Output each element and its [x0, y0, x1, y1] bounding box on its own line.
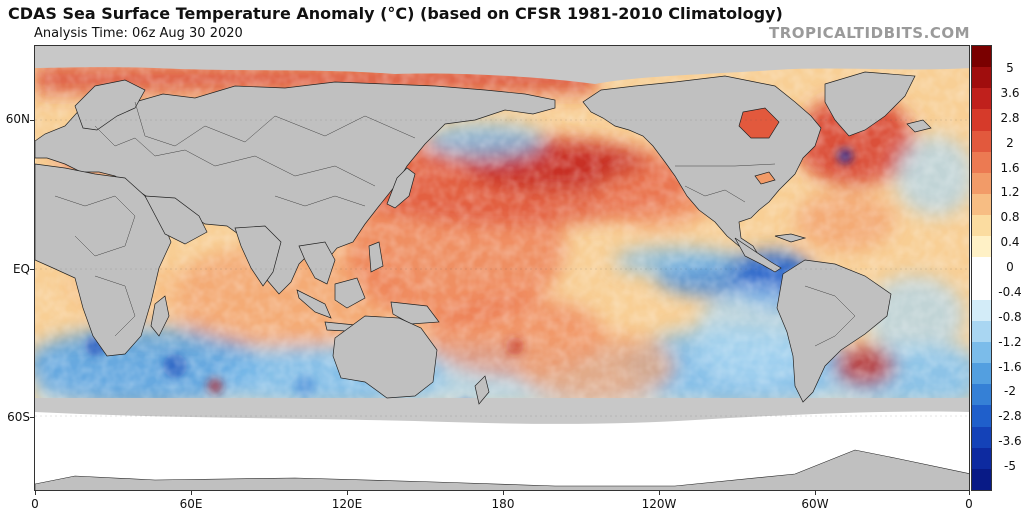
x-tick-60w [815, 491, 816, 495]
colorbar-label: -0.4 [998, 284, 1022, 299]
colorbar-label: 0 [1006, 260, 1014, 274]
iceland [906, 119, 932, 133]
colorbar-segment [972, 257, 991, 279]
y-tick-60n [30, 120, 34, 121]
colorbar-segment [972, 320, 991, 342]
y-label-60n: 60N [5, 112, 30, 126]
caribbean [774, 233, 807, 243]
colorbar-segment [972, 215, 991, 237]
hudson-bay [738, 107, 780, 139]
site-watermark: TROPICALTIDBITS.COM [769, 24, 970, 42]
sst-anomaly-map [34, 45, 970, 491]
analysis-time: Analysis Time: 06z Aug 30 2020 [34, 26, 243, 41]
australia [332, 315, 438, 399]
colorbar-label: 3.6 [1000, 85, 1020, 100]
borneo [334, 277, 366, 309]
colorbar-segment [972, 46, 991, 68]
arabia [144, 195, 208, 245]
colorbar-segment [972, 172, 991, 194]
japan [386, 167, 416, 209]
x-tick-0-east [969, 491, 970, 495]
chart-title: CDAS Sea Surface Temperature Anomaly (°C… [8, 4, 783, 23]
colorbar-label: 0.8 [1000, 210, 1020, 225]
sumatra [296, 289, 332, 319]
colorbar-label: 2 [1006, 135, 1014, 150]
colorbar-segment [972, 130, 991, 152]
colorbar-label: 5 [1006, 61, 1014, 75]
colorbar-label: -2 [1004, 384, 1016, 399]
x-label-180: 180 [491, 497, 515, 511]
india [234, 225, 282, 287]
x-label-120w: 120W [641, 497, 677, 511]
x-tick-180 [503, 491, 504, 495]
new-zealand [474, 375, 490, 405]
x-label-0-east: 0 [965, 497, 973, 511]
y-tick-60s [30, 417, 34, 418]
colorbar-label: -5 [1004, 459, 1016, 473]
x-label-120e: 120E [331, 497, 363, 511]
colorbar-segment [972, 468, 991, 490]
colorbar-segment [972, 88, 991, 110]
antarctica [35, 449, 969, 490]
colorbar-label: 2.8 [1000, 110, 1020, 125]
colorbar-label: 1.2 [1000, 185, 1020, 200]
colorbar-segment [972, 384, 991, 406]
map-canvas [35, 46, 969, 490]
indochina [298, 241, 336, 285]
arctic-sea-ice [35, 46, 969, 84]
central-america [734, 237, 782, 273]
colorbar [971, 45, 992, 491]
colorbar-segment [972, 405, 991, 427]
x-tick-60e [191, 491, 192, 495]
colorbar-segment [972, 236, 991, 258]
colorbar-label: -1.2 [998, 334, 1022, 349]
colorbar-segment [972, 447, 991, 469]
scandinavia [74, 79, 146, 131]
colorbar-segment [972, 193, 991, 216]
greenland [824, 71, 916, 137]
colorbar-segment [972, 299, 991, 321]
colorbar-segment [972, 151, 991, 173]
colorbar-label: 1.6 [1000, 160, 1020, 175]
x-tick-120e [347, 491, 348, 495]
colorbar-segment [972, 67, 991, 89]
y-label-60s: 60S [7, 410, 30, 424]
x-tick-0 [35, 491, 36, 495]
philippines [368, 241, 384, 273]
colorbar-label: 0.4 [1000, 235, 1020, 250]
political-borders [54, 101, 856, 347]
x-tick-120w [659, 491, 660, 495]
south-america [776, 259, 892, 403]
colorbar-label: -2.8 [998, 409, 1022, 424]
colorbar-label: -0.8 [998, 309, 1022, 324]
y-tick-eq [30, 269, 34, 270]
x-label-0: 0 [31, 497, 39, 511]
new-guinea [390, 301, 440, 325]
x-label-60e: 60E [179, 497, 203, 511]
x-label-60w: 60W [801, 497, 829, 511]
colorbar-segment [972, 426, 991, 448]
great-lakes [754, 171, 776, 185]
colorbar-segment [972, 278, 991, 300]
grid-lines [35, 119, 969, 417]
colorbar-segment [972, 363, 991, 385]
colorbar-segment [972, 109, 991, 131]
africa [35, 163, 172, 357]
colorbar-label: -3.6 [998, 434, 1022, 449]
y-label-eq: EQ [12, 262, 30, 276]
colorbar-segment [972, 341, 991, 364]
colorbar-label: -1.6 [998, 359, 1022, 374]
madagascar [150, 295, 170, 337]
antarctic-white [35, 411, 969, 490]
